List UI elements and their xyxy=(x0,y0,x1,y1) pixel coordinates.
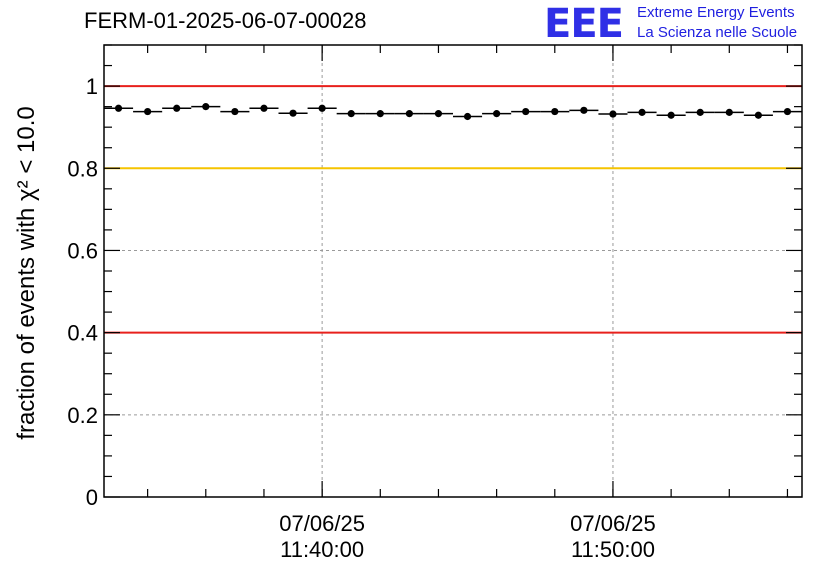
data-point xyxy=(522,107,530,116)
data-point xyxy=(347,110,355,118)
logo-caption-line1: Extreme Energy Events xyxy=(637,4,795,21)
x-tick-label-date: 07/06/25 xyxy=(570,511,656,536)
x-tick-label-time: 11:50:00 xyxy=(571,537,655,562)
data-point xyxy=(463,112,472,121)
data-point xyxy=(318,104,326,112)
data-point xyxy=(114,104,123,112)
data-point xyxy=(144,107,152,116)
x-tick-label-date: 07/06/25 xyxy=(279,511,365,536)
logo-caption-line2: La Scienza nelle Scuole xyxy=(637,24,798,41)
y-tick-label: 0.2 xyxy=(67,403,98,428)
y-tick-label: 0.8 xyxy=(67,156,98,181)
data-point xyxy=(231,107,239,116)
data-point xyxy=(725,108,733,116)
data-point xyxy=(493,110,501,118)
data-point xyxy=(260,104,268,112)
x-tick-label-time: 11:40:00 xyxy=(280,537,364,562)
data-point xyxy=(638,108,646,116)
y-tick-label: 1 xyxy=(86,74,98,99)
data-point xyxy=(580,106,588,114)
eee-logo: EEE xyxy=(544,1,624,47)
data-point xyxy=(202,103,210,111)
data-point xyxy=(696,108,704,116)
data-point xyxy=(376,110,384,118)
y-tick-label: 0.6 xyxy=(67,238,98,263)
data-point xyxy=(754,111,762,119)
y-tick-label: 0 xyxy=(86,485,98,510)
data-point xyxy=(609,110,617,118)
chart-title: FERM-01-2025-06-07-00028 xyxy=(84,8,367,33)
data-point xyxy=(434,110,443,118)
data-point xyxy=(405,110,413,118)
data-point xyxy=(173,104,181,112)
data-point xyxy=(289,109,297,117)
data-point xyxy=(667,111,675,119)
y-axis-label: fraction of events with χ² < 10.0 xyxy=(13,106,40,439)
data-point xyxy=(551,107,559,116)
data-point xyxy=(783,107,792,116)
y-tick-label: 0.4 xyxy=(67,321,98,346)
